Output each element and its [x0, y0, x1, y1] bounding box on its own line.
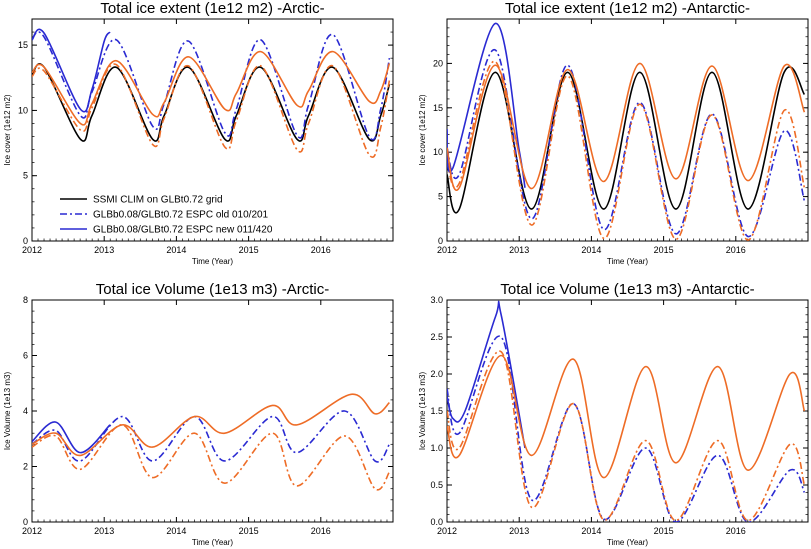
x-tick-label: 2014 — [581, 245, 601, 255]
series-line-1 — [447, 49, 806, 238]
y-tick-label: 10 — [18, 105, 28, 115]
x-tick-label: 2013 — [94, 526, 114, 536]
y-tick-label: 15 — [18, 40, 28, 50]
y-tick-label: 2.0 — [430, 369, 443, 379]
plot-frame — [31, 299, 394, 523]
series-line-4 — [447, 62, 806, 191]
x-tick-label: 2014 — [166, 526, 186, 536]
y-tick-label: 5 — [438, 192, 443, 202]
y-axis-label: Ice cover (1e12 m2) — [3, 94, 12, 165]
series-line-1 — [32, 31, 391, 141]
panel-antarctic-volume: Total ice Volume (1e13 m3) -Antarctic- 20… — [418, 281, 809, 547]
chart-title: Total ice extent (1e12 m2) -Arctic- — [100, 0, 324, 17]
x-tick-label: 2016 — [726, 526, 746, 536]
series-line-2 — [447, 300, 526, 449]
series-line-1 — [447, 350, 806, 522]
x-tick-label: 2012 — [437, 245, 457, 255]
x-tick-label: 2015 — [654, 526, 674, 536]
series-line-3 — [32, 393, 390, 457]
series-line-3 — [447, 354, 806, 479]
x-tick-label: 2013 — [509, 526, 529, 536]
x-tick-label: 2016 — [311, 526, 331, 536]
y-tick-label: 6 — [23, 351, 28, 361]
y-tick-label: 0 — [23, 517, 28, 527]
y-tick-label: 5 — [23, 171, 28, 181]
x-tick-label: 2014 — [166, 245, 186, 255]
legend-entry: GLBb0.08/GLBt0.72 ESPC old 010/201 — [93, 210, 269, 221]
series-line-0 — [447, 335, 806, 522]
y-tick-label: 2 — [23, 462, 28, 472]
x-axis-label: Time (Year) — [607, 538, 649, 547]
plot-frame — [446, 18, 809, 242]
y-tick-label: 1.5 — [430, 406, 443, 416]
y-tick-label: 0 — [438, 236, 443, 246]
x-tick-label: 2016 — [726, 245, 746, 255]
x-tick-label: 2016 — [311, 245, 331, 255]
y-tick-label: 0 — [23, 236, 28, 246]
y-tick-label: 8 — [23, 295, 28, 305]
series-line-2 — [447, 60, 806, 241]
series-group — [447, 22, 806, 241]
plot-frame — [31, 18, 394, 242]
y-tick-label: 10 — [433, 147, 443, 157]
x-tick-label: 2012 — [22, 526, 42, 536]
series-line-3 — [447, 22, 526, 188]
series-line-2 — [32, 63, 391, 158]
y-tick-label: 4 — [23, 406, 28, 416]
series-line-0 — [32, 410, 391, 463]
x-tick-label: 2013 — [94, 245, 114, 255]
y-tick-label: 0.0 — [430, 517, 443, 527]
x-tick-label: 2012 — [437, 526, 457, 536]
panel-arctic-extent: Total ice extent (1e12 m2) -Arctic- 2012 2… — [3, 0, 394, 266]
series-group — [32, 393, 391, 491]
series-line-3 — [32, 28, 111, 113]
series-group — [447, 300, 806, 522]
x-axis-label: Time (Year) — [192, 538, 234, 547]
x-axis-label: Time (Year) — [192, 257, 234, 266]
chart-title: Total ice extent (1e12 m2) -Antarctic- — [505, 0, 750, 17]
series-line-4 — [32, 50, 391, 126]
y-tick-label: 20 — [433, 58, 443, 68]
y-tick-label: 1.0 — [430, 443, 443, 453]
panel-arctic-volume: Total ice Volume (1e13 m3) -Arctic- 2012 2… — [3, 281, 394, 547]
series-line-1 — [32, 424, 391, 491]
x-tick-label: 2015 — [654, 245, 674, 255]
series-line-0 — [447, 66, 806, 214]
x-axis-label: Time (Year) — [607, 257, 649, 266]
x-tick-label: 2012 — [22, 245, 42, 255]
y-axis-label: Ice cover (1e12 m2) — [418, 94, 427, 165]
x-tick-label: 2013 — [509, 245, 529, 255]
series-group — [32, 28, 391, 158]
x-tick-label: 2015 — [239, 526, 259, 536]
y-tick-label: 2.5 — [430, 332, 443, 342]
y-tick-label: 15 — [433, 103, 443, 113]
chart-title: Total ice Volume (1e13 m3) -Antarctic- — [500, 281, 754, 298]
panel-antarctic-extent: Total ice extent (1e12 m2) -Antarctic- 20… — [418, 0, 809, 266]
legend-entry: SSMI CLIM on GLBt0.72 grid — [93, 195, 223, 206]
y-axis-label: Ice Volume (1e13 m3) — [3, 372, 12, 451]
series-line-2 — [32, 421, 111, 454]
y-axis-label: Ice Volume (1e13 m3) — [418, 372, 427, 451]
y-tick-label: 3.0 — [430, 295, 443, 305]
x-tick-label: 2015 — [239, 245, 259, 255]
x-tick-label: 2014 — [581, 526, 601, 536]
y-tick-label: 0.5 — [430, 480, 443, 490]
legend-entry: GLBb0.08/GLBt0.72 ESPC new 011/420 — [93, 225, 273, 236]
chart-title: Total ice Volume (1e13 m3) -Arctic- — [96, 281, 329, 298]
